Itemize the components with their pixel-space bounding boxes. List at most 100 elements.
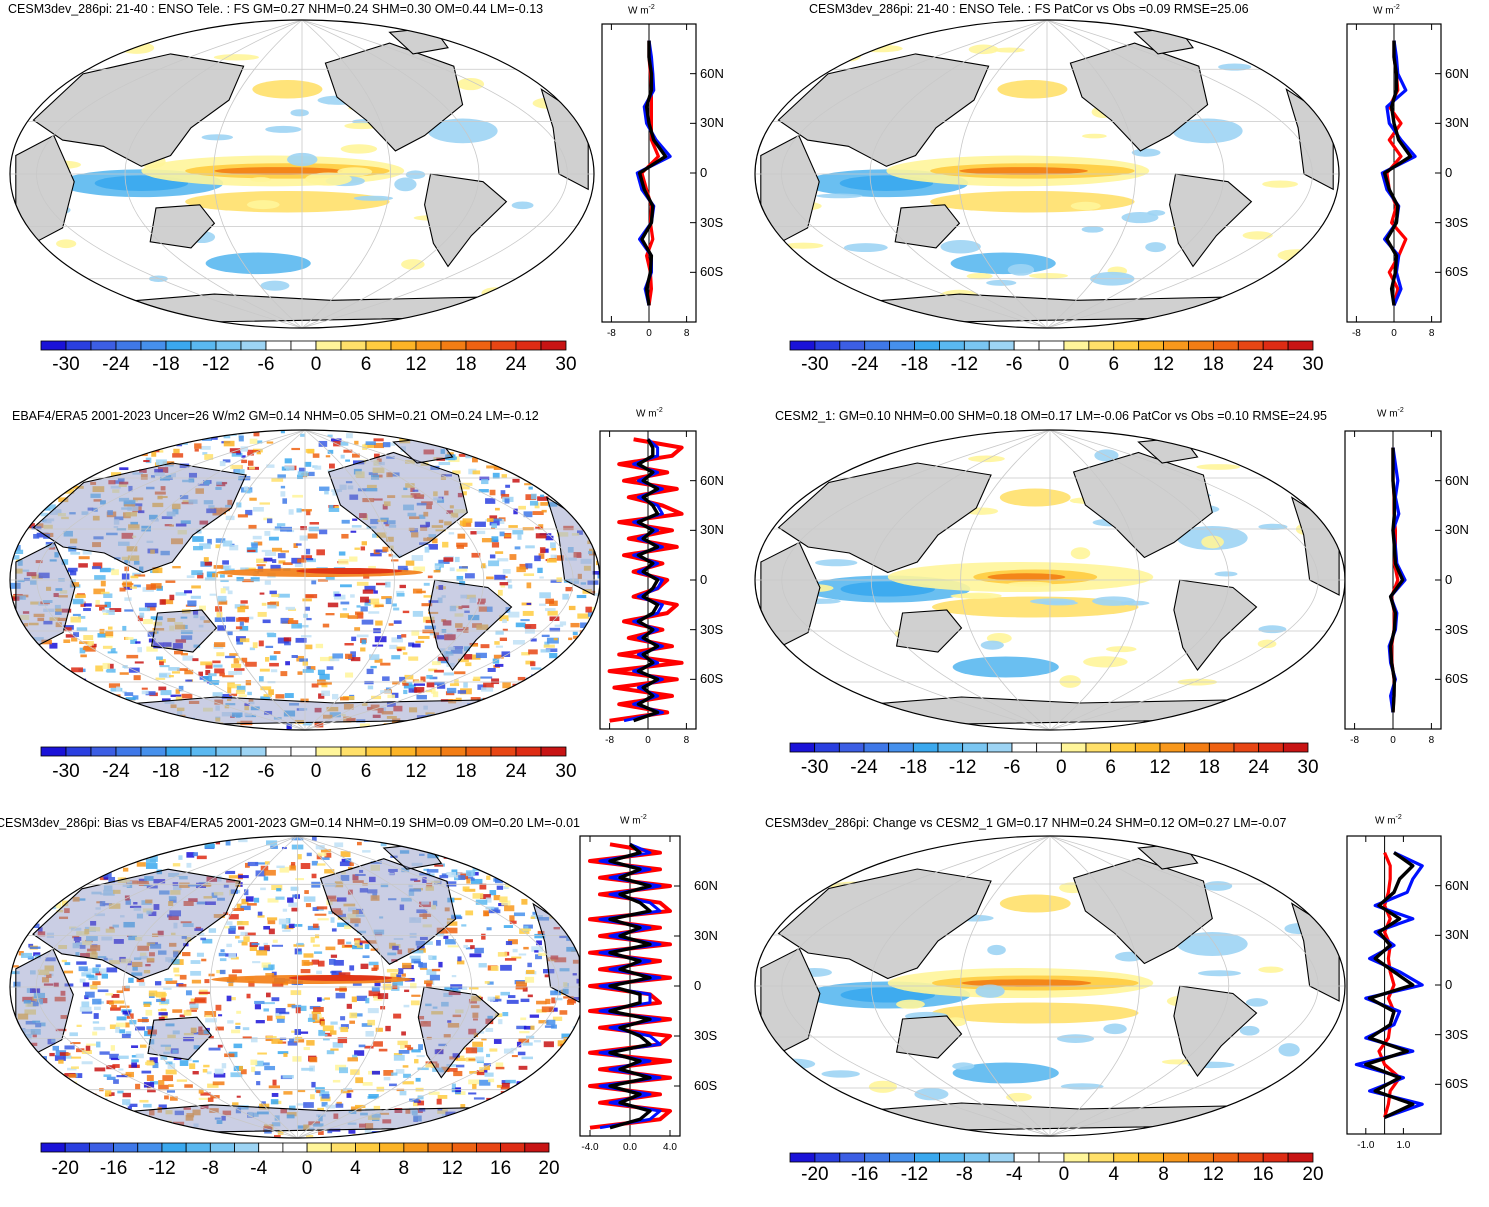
colorbar-label: -6 — [1005, 354, 1023, 375]
noise-cell — [159, 665, 170, 668]
noise-cell — [458, 875, 466, 881]
colorbar-swatch — [113, 1142, 139, 1153]
noise-cell — [141, 690, 149, 695]
colorbar-swatch — [864, 1152, 891, 1163]
colorbar-label: -6 — [1003, 757, 1021, 778]
noise-cell — [164, 524, 172, 527]
colorbar-swatch — [963, 340, 990, 351]
minor-anomaly — [1278, 1043, 1300, 1057]
noise-cell — [329, 958, 336, 965]
noise-cell — [18, 1057, 29, 1061]
noise-cell — [390, 430, 402, 435]
noise-cell — [364, 1045, 374, 1049]
noise-cell — [108, 837, 116, 844]
noise-cell — [285, 606, 296, 610]
noise-cell — [410, 487, 415, 492]
colorbar-label: -6 — [257, 354, 275, 375]
noise-cell — [290, 990, 302, 996]
noise-cell — [156, 998, 166, 1003]
noise-cell — [315, 643, 324, 649]
noise-cell — [485, 1018, 494, 1025]
noise-cell — [403, 504, 414, 511]
noise-cell — [535, 684, 547, 690]
noise-cell — [445, 1111, 456, 1117]
noise-cell — [46, 973, 52, 978]
noise-cell — [193, 545, 203, 551]
noise-cell — [172, 882, 179, 886]
colorbar-swatch — [403, 1142, 429, 1153]
colorbar-swatch — [1184, 742, 1210, 753]
noise-cell — [410, 1000, 420, 1006]
noise-cell — [486, 1108, 495, 1114]
noise-cell — [44, 965, 54, 972]
noise-cell — [312, 1014, 318, 1020]
noise-cell — [176, 1079, 188, 1082]
noise-cell — [314, 951, 323, 954]
noise-cell — [534, 855, 540, 858]
noise-cell — [245, 896, 254, 902]
noise-cell — [153, 904, 160, 910]
noise-cell — [291, 447, 301, 451]
noise-cell — [584, 524, 591, 528]
noise-cell — [37, 969, 50, 976]
noise-cell — [307, 925, 320, 931]
noise-cell — [461, 605, 470, 608]
noise-cell — [569, 578, 580, 584]
noise-cell — [432, 538, 438, 544]
noise-cell — [231, 1029, 241, 1034]
noise-cell — [499, 1131, 512, 1135]
noise-cell — [580, 558, 592, 564]
noise-cell — [540, 502, 549, 506]
noise-cell — [446, 871, 457, 878]
noise-cell — [129, 1103, 138, 1107]
noise-cell — [88, 975, 98, 981]
noise-cell — [247, 903, 257, 906]
noise-cell — [290, 862, 296, 865]
noise-cell — [118, 497, 130, 502]
noise-cell — [374, 981, 381, 987]
noise-cell — [347, 913, 359, 920]
colorbar-swatch — [1258, 742, 1284, 753]
noise-cell — [133, 902, 138, 905]
noise-cell — [530, 661, 536, 667]
noise-cell — [464, 610, 470, 613]
noise-cell — [486, 875, 491, 880]
noise-cell — [478, 1127, 486, 1133]
noise-cell — [399, 850, 410, 854]
noise-cell — [164, 978, 173, 981]
map-border — [9, 19, 595, 329]
noise-cell — [400, 446, 406, 452]
noise-cell — [362, 955, 370, 959]
noise-cell — [235, 689, 245, 695]
noise-cell — [202, 1068, 208, 1073]
noise-cell — [543, 477, 555, 481]
noise-cell — [345, 459, 351, 462]
noise-cell — [249, 701, 255, 705]
noise-cell — [186, 1058, 192, 1062]
noise-cell — [23, 847, 36, 854]
noise-cell — [305, 903, 312, 908]
noise-cell — [64, 908, 70, 914]
noise-cell — [235, 626, 243, 630]
noise-cell — [212, 573, 218, 578]
colorbar-label: 30 — [555, 354, 577, 375]
noise-cell — [274, 1135, 281, 1138]
noise-cell — [269, 662, 279, 667]
noise-cell — [29, 988, 41, 994]
noise-cell — [236, 1010, 242, 1014]
noise-cell — [26, 880, 34, 884]
noise-cell — [204, 430, 214, 433]
noise-cell — [391, 655, 401, 660]
noise-cell — [304, 644, 313, 650]
noise-cell — [405, 733, 414, 738]
noise-cell — [126, 546, 138, 552]
noise-cell — [507, 579, 512, 583]
noise-cell — [537, 725, 544, 730]
noise-cell — [196, 882, 207, 888]
noise-cell — [307, 533, 318, 539]
noise-cell — [425, 735, 437, 739]
noise-cell — [67, 1067, 77, 1071]
noise-cell — [276, 888, 282, 892]
noise-cell — [414, 687, 425, 693]
panel-title: CESM2_1: GM=0.10 NHM=0.00 SHM=0.18 OM=0.… — [775, 409, 1328, 423]
